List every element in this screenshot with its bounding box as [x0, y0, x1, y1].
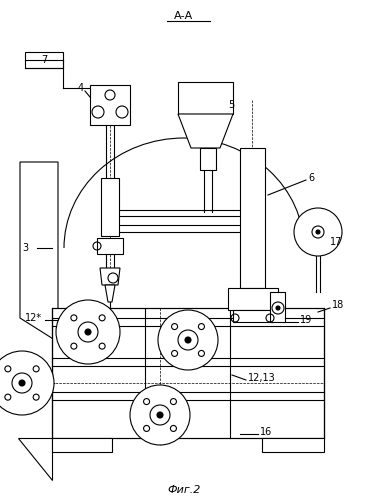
Circle shape — [0, 351, 54, 415]
Circle shape — [294, 208, 342, 256]
Bar — [240, 148, 265, 288]
Polygon shape — [105, 285, 115, 302]
Circle shape — [185, 337, 191, 343]
Bar — [262, 438, 324, 452]
Text: 16: 16 — [260, 427, 272, 437]
Text: 18: 18 — [332, 300, 344, 310]
Circle shape — [316, 230, 320, 234]
Polygon shape — [18, 438, 52, 480]
Polygon shape — [20, 162, 58, 342]
Circle shape — [56, 300, 120, 364]
Circle shape — [276, 306, 280, 310]
Bar — [200, 148, 216, 170]
Polygon shape — [100, 268, 120, 285]
Bar — [97, 238, 123, 254]
Text: 5: 5 — [228, 100, 234, 110]
Text: Фиг.2: Фиг.2 — [167, 485, 201, 495]
Circle shape — [158, 310, 218, 370]
Text: 12*: 12* — [25, 313, 42, 323]
Bar — [90, 85, 130, 125]
Bar — [233, 310, 273, 322]
Text: 19: 19 — [300, 315, 312, 325]
Text: 4: 4 — [78, 83, 84, 93]
Text: А-А: А-А — [174, 11, 194, 21]
Circle shape — [19, 380, 25, 386]
Circle shape — [130, 385, 190, 445]
Text: 17: 17 — [330, 237, 342, 247]
Bar — [270, 292, 285, 322]
Bar — [25, 52, 63, 68]
Text: 6: 6 — [308, 173, 314, 183]
Bar — [52, 438, 112, 452]
Polygon shape — [178, 114, 233, 148]
Bar — [101, 178, 119, 236]
Circle shape — [157, 412, 163, 418]
Text: 7: 7 — [41, 55, 47, 65]
Circle shape — [85, 329, 91, 335]
Text: 3: 3 — [22, 243, 28, 253]
Bar — [52, 308, 324, 438]
Bar — [178, 82, 233, 114]
Text: 12,13: 12,13 — [248, 373, 276, 383]
Bar — [228, 288, 278, 310]
